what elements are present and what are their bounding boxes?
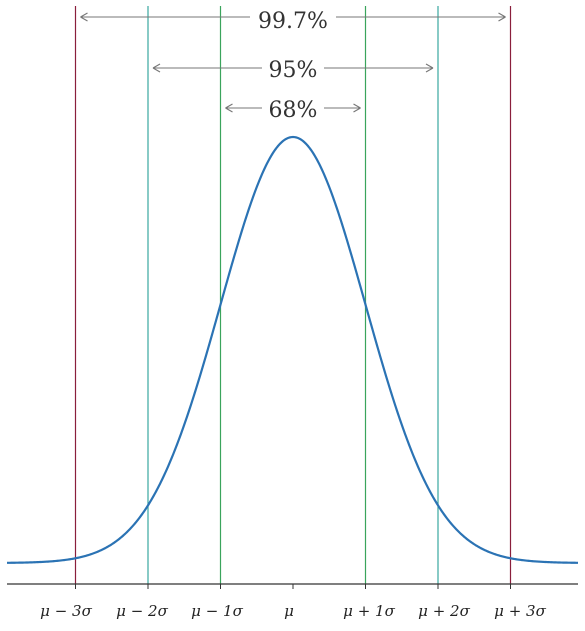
range-arrow-2sigma-head-right [425,63,434,69]
tick-label-plus-2sigma: μ + 2σ [418,602,470,620]
range-arrow-2sigma-head-right [425,67,434,73]
axis-ticks [75,584,511,589]
range-arrow-3sigma-head-left [80,16,88,22]
label-bg-68 [262,94,324,124]
tick-label-minus-1sigma: μ − 1σ [191,602,243,620]
range-arrow-1sigma-head-right [353,103,361,109]
label-bg-95 [262,54,324,84]
range-arrow-1sigma-head-right [353,107,361,113]
tick-label-plus-1sigma: μ + 1σ [343,602,395,620]
tick-label-mu: μ [284,602,294,620]
range-arrow-3sigma-head-left [80,12,88,18]
tick-label-plus-3sigma: μ + 3σ [494,602,546,620]
bell-curve [6,135,579,564]
range-arrow-1sigma-head-left [225,103,233,109]
range-arrow-2sigma-head-left [152,63,161,69]
range-label-99-7: 99.7% [258,9,328,34]
label-bg-99-7 [250,6,336,36]
range-label-95: 95% [269,58,318,83]
tick-label-minus-3sigma: μ − 3σ [40,602,92,620]
tick-label-minus-2sigma: μ − 2σ [116,602,168,620]
range-arrow-1sigma-head-left [225,107,233,113]
range-arrow-2sigma-head-left [152,67,161,73]
sigma-lines [74,6,512,584]
range-arrow-3sigma-head-right [498,16,506,22]
range-arrow-3sigma-head-right [498,12,506,18]
range-label-68: 68% [269,98,318,123]
